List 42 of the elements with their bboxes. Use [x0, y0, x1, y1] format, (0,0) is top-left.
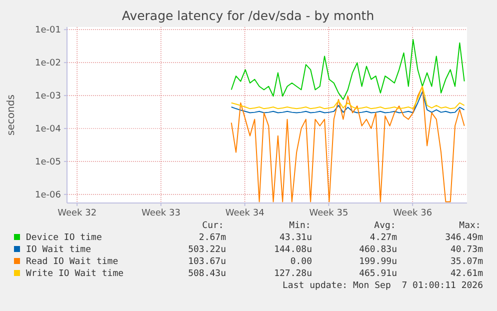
text: 503.22u — [188, 245, 226, 255]
text: 346.49m — [445, 233, 483, 243]
text: 508.43u — [188, 269, 226, 279]
x-tick-label: Week 33 — [141, 208, 180, 218]
text: 144.08u — [274, 245, 312, 255]
text: 42.61m — [450, 269, 483, 279]
text: 199.99u — [359, 257, 397, 267]
line-series — [230, 86, 465, 202]
x-tick-label: Week 34 — [225, 208, 265, 218]
y-tick-label: 1e-02 — [35, 58, 61, 68]
legend-label: Read IO Wait time — [26, 257, 118, 267]
legend-label: Device IO time — [26, 233, 102, 243]
text: Max: — [459, 221, 481, 231]
text: 4.27m — [370, 233, 397, 243]
text: 43.31u — [279, 233, 312, 243]
text: 460.83u — [359, 245, 397, 255]
text: 103.67u — [188, 257, 226, 267]
y-tick-label: 1e-05 — [35, 157, 61, 168]
text: Min: — [289, 221, 311, 231]
text: Avg: — [374, 221, 396, 231]
y-tick-label: 1e-03 — [35, 91, 61, 102]
text: 0.00 — [290, 257, 312, 267]
text: 35.07m — [450, 257, 483, 267]
text: Last update: Mon Sep 7 01:00:11 2026 — [282, 281, 483, 291]
text: 127.28u — [274, 269, 312, 279]
x-tick-label: Week 35 — [309, 208, 348, 218]
text: Cur: — [202, 221, 224, 231]
text: 465.91u — [359, 269, 397, 279]
text: 2.67m — [198, 233, 226, 243]
line-series — [230, 86, 465, 110]
chart-title: Average latency for /dev/sda - by month — [122, 8, 374, 23]
y-tick-label: 1e-06 — [35, 190, 62, 200]
line-series — [230, 39, 465, 100]
x-tick-label: Week 32 — [58, 208, 97, 218]
y-tick-label: 1e-01 — [35, 25, 61, 36]
y-tick-label: 1e-04 — [35, 124, 62, 134]
x-tick-label: Week 36 — [393, 208, 432, 218]
legend-label: Write IO Wait time — [26, 269, 124, 279]
text: 40.73m — [450, 245, 483, 255]
legend-label: IO Wait time — [26, 245, 92, 255]
line-series — [230, 91, 465, 114]
y-axis-title: seconds — [6, 94, 17, 136]
